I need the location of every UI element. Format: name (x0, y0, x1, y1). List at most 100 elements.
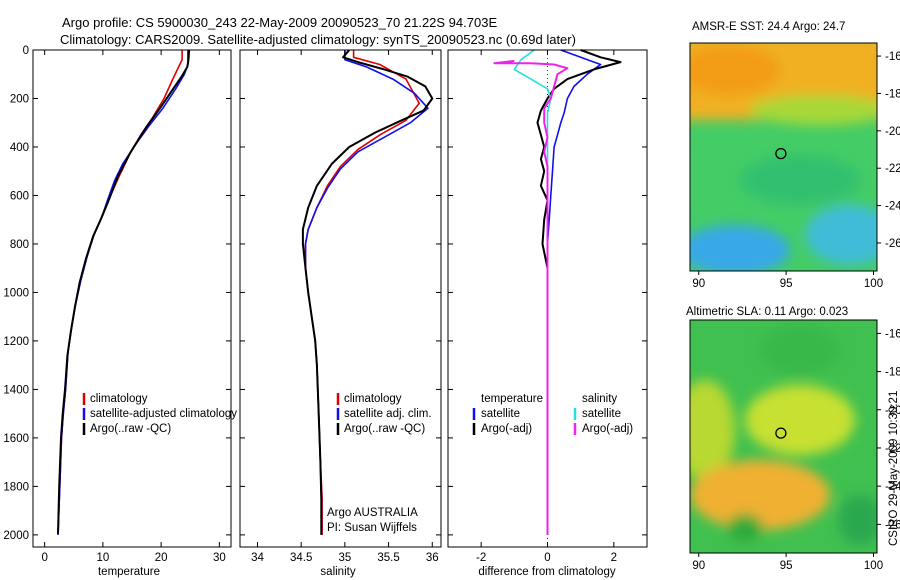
salinity-legend: climatology satellite adj. clim. Argo(..… (336, 393, 432, 435)
sla-yellow-patch-center (745, 385, 855, 455)
legend-label-satellite-adj: satellite adj. clim. (344, 408, 432, 420)
y-tick-label: 200 (10, 93, 29, 105)
y-tick-label: 1200 (3, 336, 29, 348)
series-line (513, 49, 552, 535)
map-x-tick-label: 95 (780, 278, 793, 290)
x-tick-label: 20 (155, 552, 168, 564)
difference-axes-frame (447, 49, 648, 548)
map-x-tick-label: 100 (864, 560, 883, 572)
sla-yellow-patch-left (690, 380, 735, 480)
y-tick-label: 1800 (3, 481, 29, 493)
y-tick-label: 1600 (3, 433, 29, 445)
difference-legend: temperature salinity satellite Argo(-adj… (472, 393, 633, 435)
temperature-series-group (57, 49, 191, 535)
legend-header-salinity: salinity (582, 393, 617, 405)
legend-label-climatology: climatology (90, 393, 148, 405)
salinity-annotation-line1: Argo AUSTRALIA (327, 507, 418, 519)
temperature-axes-frame (32, 49, 232, 548)
legend-label-satellite-adjusted: satellite-adjusted climatology (90, 408, 237, 420)
y-tick-label: 1000 (3, 287, 29, 299)
map-y-tick-label: -22 (885, 163, 900, 175)
map-y-tick-label: -18 (885, 367, 900, 379)
x-tick-label: 10 (96, 552, 109, 564)
difference-xlabel: difference from climatology (478, 566, 615, 578)
map-y-tick-label: -24 (885, 481, 900, 493)
x-tick-label: 34 (251, 552, 264, 564)
y-tick-label: 0 (23, 45, 29, 57)
sla-green-patch-lower-left (727, 514, 763, 542)
figure-title-line1: Argo profile: CS 5900030_243 22-May-2009… (62, 15, 497, 30)
map-y-tick-label: -24 (885, 201, 900, 213)
difference-series-group (493, 49, 622, 547)
sla-green-patch-lower-right (838, 495, 877, 545)
temperature-xlabel: temperature (98, 566, 160, 578)
sla-map-field (690, 320, 877, 553)
legend-label-argo: Argo(..raw -QC) (90, 423, 171, 435)
sla-orange-patch (690, 460, 830, 530)
sla-map-panel: Altimetric SLA: 0.11 Argo: 0.023 -16-18-… (686, 306, 900, 572)
legend-header-temperature: temperature (481, 393, 543, 405)
y-tick-label: 800 (10, 239, 29, 251)
x-tick-label: 30 (213, 552, 226, 564)
map-x-tick-label: 90 (692, 278, 705, 290)
series-line (536, 49, 622, 535)
sst-green-patch (740, 155, 860, 205)
sst-map-panel: AMSR-E SST: 24.4 Argo: 24.7 -16 -18 -20 -22… (689, 21, 900, 290)
map-y-tick-label: -20 (885, 405, 900, 417)
map-y-tick-label: -26 (885, 519, 900, 531)
y-tick-label: 600 (10, 190, 29, 202)
sst-map-field (690, 43, 877, 271)
y-tick-label: 400 (10, 142, 29, 154)
sst-map-frame (689, 42, 878, 272)
sst-cool-patch-right (805, 205, 877, 265)
x-tick-label: 2 (611, 552, 617, 564)
temperature-legend: climatology satellite-adjusted climatolo… (82, 393, 237, 435)
difference-panel: -2 0 2 difference from climatology tempera… (447, 49, 648, 578)
sst-cool-patch-left (690, 225, 790, 271)
salinity-series-group (301, 49, 434, 535)
series-line (304, 50, 429, 535)
y-tick-label: 2000 (3, 530, 29, 542)
temperature-panel: 0 200 400 600 800 1000 1200 1400 1600 1800 2000 0 10… (3, 45, 237, 578)
map-x-tick-label: 95 (780, 560, 793, 572)
series-line (304, 50, 421, 535)
x-tick-label: 35 (338, 552, 351, 564)
x-tick-label: 0 (41, 552, 47, 564)
map-x-tick-label: 90 (692, 560, 705, 572)
x-tick-label: 36 (426, 552, 439, 564)
legend-label-temperature-satellite: satellite (481, 408, 520, 420)
salinity-panel: 34 34.5 35 35.5 36 salinity climatology sate… (239, 49, 442, 578)
side-timestamp: CSIRO 29-May-2009 10:30:21 (888, 391, 900, 546)
legend-label-salinity-argo: Argo(-adj) (582, 423, 633, 435)
salinity-annotation-line2: PI: Susan Wijffels (327, 522, 417, 534)
map-y-tick-label: -16 (885, 328, 900, 340)
map-y-tick-label: -16 (885, 51, 900, 63)
legend-label-salinity-satellite: satellite (582, 408, 621, 420)
legend-label-climatology: climatology (344, 393, 402, 405)
sla-map-ticks: -16 -18 -20 -22 -24 -26 90 95 100 (692, 328, 900, 572)
x-tick-label: -2 (476, 552, 486, 564)
sst-blobs (690, 43, 877, 271)
series-line (546, 49, 602, 535)
legend-label-temperature-argo: Argo(-adj) (481, 423, 532, 435)
salinity-ticks: 34 34.5 35 35.5 36 (240, 49, 441, 564)
sst-map-ticks: -16 -18 -20 -22 -24 -26 90 95 100 (692, 51, 900, 290)
sla-blobs (690, 325, 877, 545)
x-tick-label: 34.5 (290, 552, 312, 564)
series-line (57, 50, 183, 535)
map-y-tick-label: -20 (885, 126, 900, 138)
salinity-xlabel: salinity (320, 566, 355, 578)
map-y-tick-label: -22 (885, 443, 900, 455)
sla-green-patch-top (760, 325, 840, 375)
y-tick-label: 1400 (3, 384, 29, 396)
sst-map-title: AMSR-E SST: 24.4 Argo: 24.7 (692, 21, 845, 33)
series-line (493, 59, 569, 535)
sst-transition-patch (750, 95, 877, 125)
sst-warm-patch (690, 45, 780, 95)
legend-label-argo: Argo(..raw -QC) (344, 423, 425, 435)
map-y-tick-label: -26 (885, 238, 900, 250)
salinity-axes-frame (239, 49, 442, 548)
map-x-tick-label: 100 (864, 278, 883, 290)
series-line (301, 49, 434, 535)
